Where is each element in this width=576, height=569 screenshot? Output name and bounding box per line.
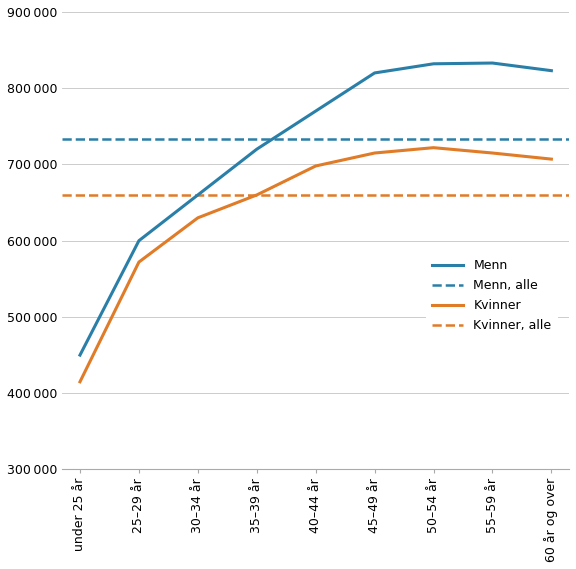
Kvinner	[135, 259, 142, 266]
Kvinner	[312, 163, 319, 170]
Menn	[430, 60, 437, 67]
Menn	[253, 146, 260, 152]
Line: Kvinner: Kvinner	[80, 148, 551, 382]
Menn	[194, 192, 201, 199]
Legend: Menn, Menn, alle, Kvinner, Kvinner, alle: Menn, Menn, alle, Kvinner, Kvinner, alle	[426, 253, 558, 338]
Kvinner	[194, 215, 201, 221]
Kvinner	[253, 192, 260, 199]
Menn, alle	[77, 136, 84, 143]
Menn, alle	[135, 136, 142, 143]
Menn	[77, 352, 84, 358]
Menn	[371, 69, 378, 76]
Menn	[489, 60, 496, 67]
Kvinner, alle	[135, 192, 142, 199]
Kvinner	[430, 145, 437, 151]
Menn	[312, 108, 319, 114]
Menn	[548, 67, 555, 74]
Line: Menn: Menn	[80, 63, 551, 355]
Kvinner	[77, 378, 84, 385]
Menn	[135, 237, 142, 244]
Kvinner	[489, 150, 496, 156]
Kvinner	[371, 150, 378, 156]
Kvinner	[548, 156, 555, 163]
Kvinner, alle	[77, 192, 84, 199]
